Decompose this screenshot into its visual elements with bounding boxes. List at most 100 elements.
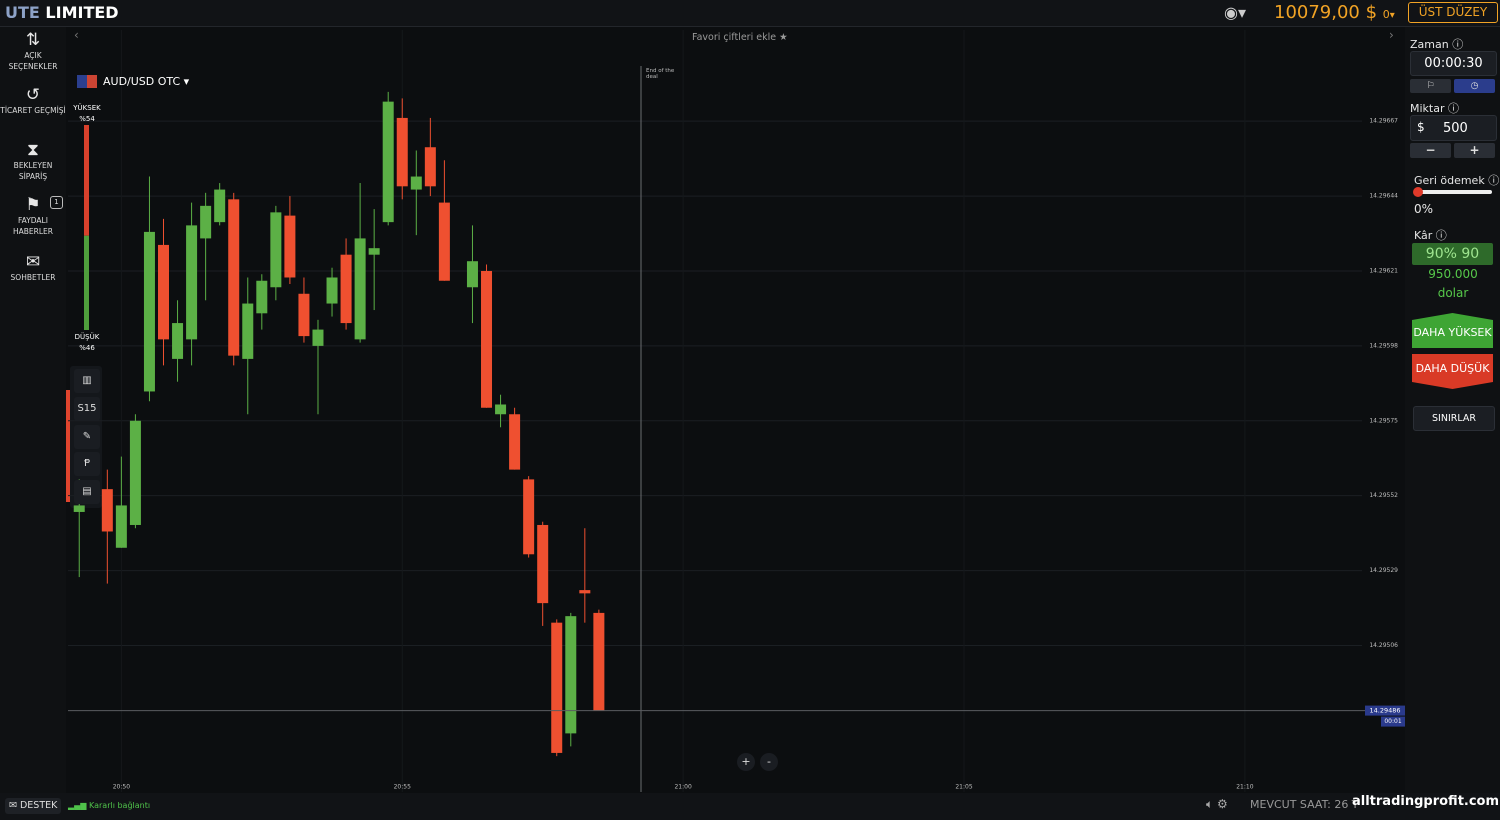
payout-label-text: Geri ödemek bbox=[1414, 174, 1485, 187]
x-tick-label: 21:05 bbox=[955, 784, 972, 791]
footer-bg bbox=[0, 793, 1500, 820]
candle-body bbox=[565, 616, 577, 734]
y-tick-label: 14.29667 bbox=[1369, 118, 1398, 125]
limits-button[interactable]: SINIRLAR bbox=[1413, 406, 1495, 431]
candle-body bbox=[73, 505, 85, 512]
account-button[interactable]: ÜST DÜZEY bbox=[1408, 2, 1498, 23]
tool-button[interactable]: Ᵽ bbox=[74, 452, 100, 476]
candle-body bbox=[424, 147, 436, 187]
balance-extra: 0 bbox=[1382, 8, 1390, 21]
sentiment-high bbox=[84, 125, 89, 236]
profile-icon[interactable]: ◉▾ bbox=[1224, 3, 1246, 22]
amount-plus[interactable]: + bbox=[1454, 143, 1495, 158]
zoom-in[interactable]: + bbox=[737, 753, 755, 771]
tool-button[interactable]: S15 bbox=[74, 397, 100, 421]
countdown-box bbox=[1381, 716, 1405, 727]
sentiment-low-value: %46 bbox=[79, 344, 95, 352]
sentiment-high-label: YÜKSEK bbox=[72, 103, 101, 112]
candle-body bbox=[101, 489, 113, 532]
candle-body bbox=[593, 612, 605, 711]
sentiment-high-value: %54 bbox=[79, 115, 95, 123]
sidebar-item[interactable]: ⧗ BEKLEYEN SİPARİŞ bbox=[0, 140, 66, 182]
time-mode[interactable]: ⚐ bbox=[1410, 79, 1451, 93]
support-button[interactable]: ✉ DESTEK bbox=[5, 798, 62, 814]
sidebar-item[interactable]: ↺ TİCARET GEÇMİŞİ bbox=[0, 85, 66, 115]
x-tick-label: 21:10 bbox=[1236, 784, 1253, 791]
current-price-label: 14.29486 bbox=[1369, 707, 1400, 715]
candle-body bbox=[312, 329, 324, 346]
sidebar-item[interactable]: ⇅ AÇIK SEÇENEKLER bbox=[0, 30, 66, 72]
sidebar-item[interactable]: ✉ SOHBETLER bbox=[0, 252, 66, 283]
y-tick-label: 14.29552 bbox=[1369, 492, 1398, 499]
candle-body bbox=[158, 244, 169, 340]
sentiment-low bbox=[84, 235, 89, 330]
connection-label: Kararlı bağlantı bbox=[89, 801, 151, 810]
y-tick-label: 14.29575 bbox=[1369, 417, 1398, 424]
price-box bbox=[1365, 705, 1405, 716]
clock: MEVCUT SAAT: 26 T bbox=[1250, 798, 1359, 811]
payout-slider[interactable] bbox=[1414, 190, 1492, 194]
amount-input[interactable]: $ 500 bbox=[1410, 115, 1497, 141]
connection: ▂▄▆ Kararlı bağlantı bbox=[68, 801, 151, 810]
candle-body bbox=[466, 261, 478, 288]
lower-button[interactable]: DAHA DÜŞÜK bbox=[1412, 354, 1493, 389]
top-bar bbox=[0, 0, 1500, 26]
tool-button[interactable]: ✎ bbox=[74, 425, 100, 449]
balance[interactable]: 10079,00 $ 0▾ bbox=[1274, 2, 1395, 23]
candle-body bbox=[200, 205, 212, 239]
y-tick-label: 14.29529 bbox=[1369, 567, 1398, 574]
candle-body bbox=[354, 238, 366, 340]
x-tick-label: 20:50 bbox=[113, 784, 130, 791]
support-label: DESTEK bbox=[19, 800, 58, 811]
asset[interactable]: AUD/USD OTC ▾ bbox=[103, 75, 190, 88]
footer-icons[interactable]: 🔈︎ ⚙ bbox=[1206, 797, 1228, 811]
candle-body bbox=[326, 277, 338, 304]
amount: 500 bbox=[1443, 121, 1468, 136]
logo-prefix: UTE bbox=[5, 3, 40, 22]
zoom-out[interactable]: - bbox=[760, 753, 778, 771]
candle-body bbox=[298, 293, 310, 337]
deal-end-label: End of the deal bbox=[646, 68, 675, 80]
tool-button[interactable]: ▤ bbox=[74, 480, 100, 504]
profit-rate: 90% 90 bbox=[1412, 243, 1493, 265]
candle-body bbox=[242, 303, 254, 359]
profit-label: Kâr ⓘ bbox=[1414, 229, 1447, 242]
payout-label: Geri ödemek ⓘ bbox=[1414, 174, 1500, 187]
currency: $ bbox=[1417, 120, 1425, 134]
time-input[interactable]: 00:00:30 bbox=[1410, 51, 1497, 76]
payout: 0% bbox=[1414, 202, 1434, 216]
candle-body bbox=[495, 404, 507, 415]
candle-body bbox=[410, 176, 422, 190]
time-mode[interactable]: ◷ bbox=[1454, 79, 1495, 93]
candle-body bbox=[172, 323, 184, 359]
higher-button[interactable]: DAHA YÜKSEK bbox=[1412, 313, 1493, 348]
amount-minus[interactable]: − bbox=[1410, 143, 1451, 158]
profit-label-text: Kâr bbox=[1414, 229, 1433, 242]
nav-left[interactable]: ‹ bbox=[74, 28, 79, 42]
watermark: alltradingprofit.com bbox=[1352, 794, 1500, 809]
balance-value: 10079,00 $ bbox=[1274, 2, 1378, 23]
nav-right[interactable]: › bbox=[1389, 28, 1394, 42]
candle-body bbox=[284, 215, 296, 278]
y-tick-label: 14.29598 bbox=[1369, 342, 1398, 349]
sidebar-bg bbox=[0, 27, 66, 793]
slider-knob[interactable] bbox=[1413, 187, 1423, 197]
candle-body bbox=[551, 622, 563, 753]
amount-label-text: Miktar bbox=[1410, 102, 1445, 115]
candle-body bbox=[186, 225, 198, 340]
sidebar-item[interactable]: ⚑ FAYDALI HABERLER bbox=[0, 195, 66, 237]
candle-body bbox=[382, 101, 394, 223]
favorites[interactable]: Favori çiftleri ekle ★ bbox=[692, 32, 788, 43]
asset-name: AUD/USD OTC bbox=[103, 75, 181, 88]
tool-button[interactable]: ▥ bbox=[74, 369, 100, 393]
y-tick-label: 14.29644 bbox=[1369, 193, 1398, 200]
profit-amount: 950.000 bbox=[1428, 267, 1478, 281]
sidebar-label: FAYDALI HABERLER bbox=[13, 216, 53, 236]
candle-body bbox=[509, 414, 521, 470]
badge: 1 bbox=[50, 196, 63, 209]
candle-body bbox=[214, 189, 226, 223]
candle-body bbox=[270, 212, 282, 288]
candle-body bbox=[368, 248, 380, 255]
sidebar-label: TİCARET GEÇMİŞİ bbox=[0, 106, 66, 115]
